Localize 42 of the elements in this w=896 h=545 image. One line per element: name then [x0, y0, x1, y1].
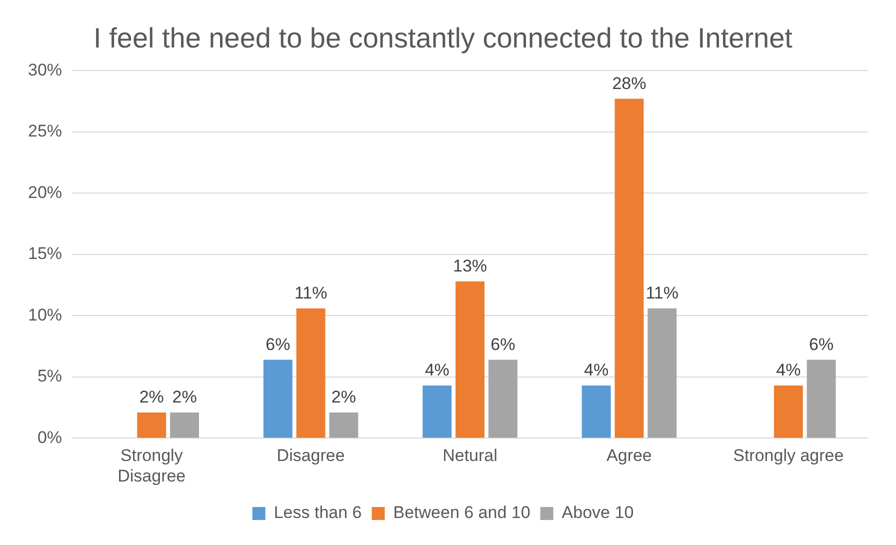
chart-title: I feel the need to be constantly connected to the Internet [94, 22, 793, 54]
data-label: 2% [139, 388, 164, 407]
bar [170, 412, 199, 438]
bar [296, 308, 326, 438]
bar [774, 386, 803, 438]
data-label: 2% [172, 388, 197, 407]
x-tick-label: Agree [606, 446, 652, 466]
y-tick-label: 0% [37, 428, 62, 447]
bar [648, 308, 677, 438]
legend-label: Above 10 [562, 503, 634, 522]
data-label: 13% [452, 256, 488, 276]
data-label: 28% [612, 74, 646, 93]
data-label: 4% [584, 360, 609, 380]
x-tick-label: Disagree [276, 446, 345, 466]
bar [806, 360, 836, 438]
y-tick-label: 30% [28, 60, 62, 80]
data-label: 11% [294, 284, 328, 302]
data-label: 4% [776, 360, 801, 380]
legend-label: Less than 6 [274, 503, 362, 522]
x-tick-label: Strongly Disagree [118, 446, 186, 486]
x-tick-label: Netural [442, 446, 498, 466]
x-tick-label: Strongly agree [733, 446, 844, 466]
bar [137, 412, 166, 438]
bar [456, 281, 484, 438]
bar [329, 412, 358, 438]
y-tick-label: 5% [37, 366, 62, 386]
data-label: 2% [331, 388, 356, 407]
legend-label: Between 6 and 10 [393, 503, 530, 522]
data-label: 6% [266, 334, 290, 354]
bar [422, 386, 452, 438]
bar [614, 98, 644, 438]
bar [582, 386, 611, 438]
data-label: 11% [646, 284, 678, 302]
y-tick-label: 10% [28, 305, 62, 324]
y-tick-label: 20% [28, 182, 62, 202]
bar [263, 360, 292, 438]
data-label: 6% [490, 334, 516, 354]
bar [488, 360, 518, 438]
y-tick-label: 25% [28, 122, 62, 141]
data-label: 4% [424, 360, 450, 380]
data-label: 6% [809, 334, 834, 354]
y-tick-label: 15% [28, 244, 62, 264]
